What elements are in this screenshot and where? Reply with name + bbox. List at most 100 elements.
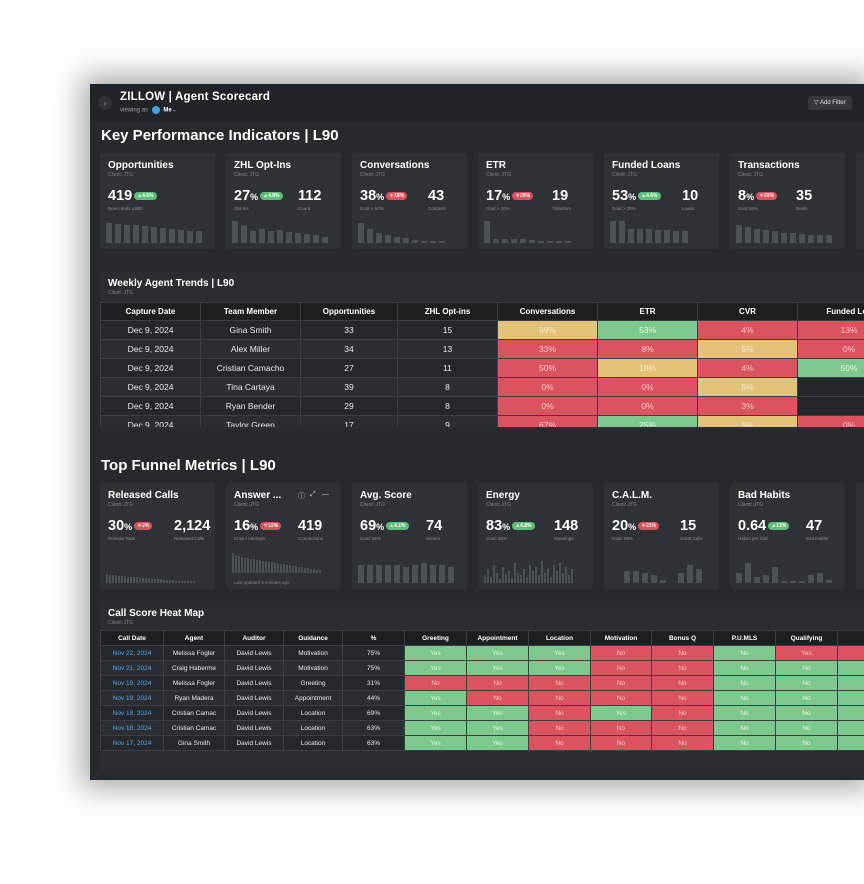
weekly-table-scroll[interactable]: Capture Date Team Member Opportunities ZHL … — [100, 302, 864, 427]
change-badge: ▼16% — [386, 192, 408, 201]
minimize-icon[interactable]: — — [322, 491, 329, 498]
heatmap-column-header[interactable]: Agent — [163, 630, 225, 646]
card-client: Client: JTG — [360, 502, 386, 508]
weekly-cell: 15 — [397, 320, 498, 340]
table-row[interactable]: Dec 9, 2024 Tina Cartaya 39 8 0% 0% 5% — [100, 377, 864, 397]
heatmap-cell: 75% — [342, 645, 405, 661]
heatmap-cell: No — [775, 690, 838, 706]
heatmap-cell[interactable]: Nov 19, 2024 — [100, 690, 164, 706]
funnel-card-answer-rate[interactable]: Answer ... ⓘ ⤢ — Client: JTG 16% ▼15% Cnx… — [226, 483, 341, 589]
table-row[interactable]: Nov 21, 2024 Craig Haberme David Lewis Moti… — [100, 660, 864, 676]
heatmap-cell: No — [528, 675, 591, 691]
weekly-cell: 27 — [300, 358, 398, 378]
card-client: Client: JTG — [738, 502, 764, 508]
sparkline-bars — [484, 217, 571, 243]
weekly-column-header[interactable]: Opportunities — [300, 302, 398, 321]
heatmap-cell[interactable]: Nov 21, 2024 — [100, 660, 164, 676]
funnel-card-energy[interactable]: Energy Client: JTG 83% ▲4.8% Goal: 85% 14… — [478, 483, 593, 589]
info-icon[interactable]: ⓘ — [298, 493, 305, 500]
kpi-card-cutoff[interactable] — [856, 153, 864, 249]
heatmap-cell: Greeting — [283, 675, 343, 691]
table-row[interactable]: Nov 22, 2024 Melissa Fogler David Lewis Mot… — [100, 645, 864, 661]
weekly-cell: 0% — [497, 377, 598, 397]
heatmap-cell[interactable]: Nov 19, 2024 — [100, 675, 164, 691]
heatmap-cell: No — [713, 660, 776, 676]
heatmap-cell[interactable]: Nov 17, 2024 — [100, 735, 164, 751]
weekly-column-header[interactable]: Conversations — [497, 302, 598, 321]
weekly-column-header[interactable]: ETR — [597, 302, 698, 321]
heatmap-column-header[interactable]: % — [342, 630, 405, 646]
table-row[interactable]: Nov 17, 2024 Gina Smith David Lewis Locatio… — [100, 735, 864, 751]
heatmap-column-header[interactable]: Appointment — [466, 630, 529, 646]
funnel-card-bad-habits[interactable]: Bad Habits Client: JTG 0.64 ▲13% Habits p… — [730, 483, 845, 589]
table-row[interactable]: Dec 9, 2024 Gina Smith 33 15 89% 53% 4% 13% — [100, 320, 864, 340]
funnel-card-avg-score[interactable]: Avg. Score Client: JTG 69% ▲4.1% Goal: 85… — [352, 483, 467, 589]
heatmap-cell[interactable]: Nov 18, 2024 — [100, 720, 164, 736]
heatmap-column-header[interactable]: Location — [528, 630, 591, 646]
table-row[interactable]: Nov 18, 2024 Cristian Camac David Lewis Loc… — [100, 720, 864, 736]
kpi-card-funded-loans[interactable]: Funded Loans Client: JTG 53% ▲4.6% Goal >… — [604, 153, 719, 249]
heatmap-cell: No — [651, 675, 714, 691]
table-row[interactable]: Dec 9, 2024 Cristian Camacho 27 11 50% 18% 4% 5… — [100, 358, 864, 378]
weekly-cell: 8% — [597, 339, 698, 359]
call-score-heat-map-panel: Call Score Heat Map Client: JTG Call Dat… — [100, 601, 864, 771]
table-row[interactable]: Dec 9, 2024 Taylor Green 17 9 67% 25% 5% 0% — [100, 415, 864, 427]
expand-sidebar-chevron-icon[interactable]: › — [98, 96, 112, 110]
heatmap-cell: David Lewis — [224, 690, 284, 706]
kpi-card-conversations[interactable]: Conversations Client: JTG 38% ▼16% Goal >… — [352, 153, 467, 249]
value-number: 30 — [108, 518, 125, 534]
card-client: Client: JTG — [612, 172, 638, 178]
heatmap-column-header[interactable]: Guidance — [283, 630, 343, 646]
heatmap-cell: No — [590, 720, 652, 736]
card-client: Client: JTG — [738, 172, 764, 178]
last-updated-text: Last updated 3 minutes ago — [234, 580, 290, 585]
weekly-column-header[interactable]: ZHL Opt-ins — [397, 302, 498, 321]
table-row[interactable]: Nov 18, 2024 Cristian Camac David Lewis Loc… — [100, 705, 864, 721]
heatmap-cell[interactable]: Nov 18, 2024 — [100, 705, 164, 721]
card-value: 17% ▼29% — [486, 188, 534, 204]
change-badge: ▲4.8% — [512, 522, 535, 531]
expand-icon[interactable]: ⤢ — [310, 491, 316, 498]
change-badge: ▼25% — [756, 192, 778, 201]
weekly-trends-table: Capture Date Team Member Opportunities ZHL … — [100, 302, 864, 427]
funnel-card-released-calls[interactable]: Released Calls Client: JTG 30% ▼2% Releas… — [100, 483, 215, 589]
card-title: Energy — [486, 490, 520, 501]
heatmap-column-header[interactable]: Greeting — [404, 630, 467, 646]
sparkline-bars — [484, 557, 573, 583]
table-row[interactable]: Nov 19, 2024 Ryan Madera David Lewis Appoin… — [100, 690, 864, 706]
heatmap-column-header[interactable]: Qualifying — [775, 630, 838, 646]
heatmap-cell[interactable]: Nov 22, 2024 — [100, 645, 164, 661]
funnel-card-calm[interactable]: C.A.L.M. Client: JTG 20% ▼21% Goal: 85% 1… — [604, 483, 719, 589]
heatmap-column-header[interactable]: Motivation — [590, 630, 652, 646]
funnel-card-cutoff[interactable] — [856, 483, 864, 589]
secondary-sublabel: Transfers — [552, 206, 571, 211]
heatmap-column-header[interactable]: P.U.MLS — [713, 630, 776, 646]
heatmap-cell: No — [528, 705, 591, 721]
heatmap-cell: 44% — [342, 690, 405, 706]
table-row[interactable]: Dec 9, 2024 Ryan Bender 29 8 0% 0% 3% — [100, 396, 864, 416]
table-row[interactable]: Dec 9, 2024 Alex Miller 34 13 33% 8% 5% 0% — [100, 339, 864, 359]
heatmap-column-header[interactable]: Ow — [837, 630, 864, 646]
heatmap-column-header[interactable]: Auditor — [224, 630, 284, 646]
kpi-card-etr[interactable]: ETR Client: JTG 17% ▼29% Goal > 20% 19 Tr… — [478, 153, 593, 249]
secondary-value: 2,124 — [174, 518, 211, 534]
kpi-card-zhl-opt-ins[interactable]: ZHL Opt-Ins Client: JTG 27% ▲4.8% Opt-Ins… — [226, 153, 341, 249]
heatmap-cell: No — [651, 690, 714, 706]
card-value: 38% ▼16% — [360, 188, 408, 204]
heatmap-cell: No — [590, 675, 652, 691]
kpi-card-opportunities[interactable]: Opportunities Client: JTG 419 ▲4.6% New L… — [100, 153, 215, 249]
viewing-as[interactable]: viewing as Me⌄ — [120, 106, 177, 114]
heatmap-column-header[interactable]: Bonus Q — [651, 630, 714, 646]
add-filter-button[interactable]: ▽ Add Filter — [808, 96, 852, 110]
weekly-column-header[interactable]: Funded Loa — [797, 302, 864, 321]
heatmap-column-header[interactable]: Call Date — [100, 630, 164, 646]
heatmap-table-scroll[interactable]: Call Date Agent Auditor Guidance% Greeting Ap… — [100, 630, 864, 771]
weekly-cell: 8 — [397, 396, 498, 416]
heatmap-cell: No — [590, 690, 652, 706]
weekly-column-header[interactable]: Capture Date — [100, 302, 201, 321]
heatmap-cell: Location — [283, 735, 343, 751]
table-row[interactable]: Nov 19, 2024 Melissa Fogler David Lewis Gre… — [100, 675, 864, 691]
weekly-column-header[interactable]: CVR — [697, 302, 798, 321]
weekly-column-header[interactable]: Team Member — [200, 302, 301, 321]
kpi-card-transactions[interactable]: Transactions Client: JTG 8% ▼25% Goal 18%… — [730, 153, 845, 249]
